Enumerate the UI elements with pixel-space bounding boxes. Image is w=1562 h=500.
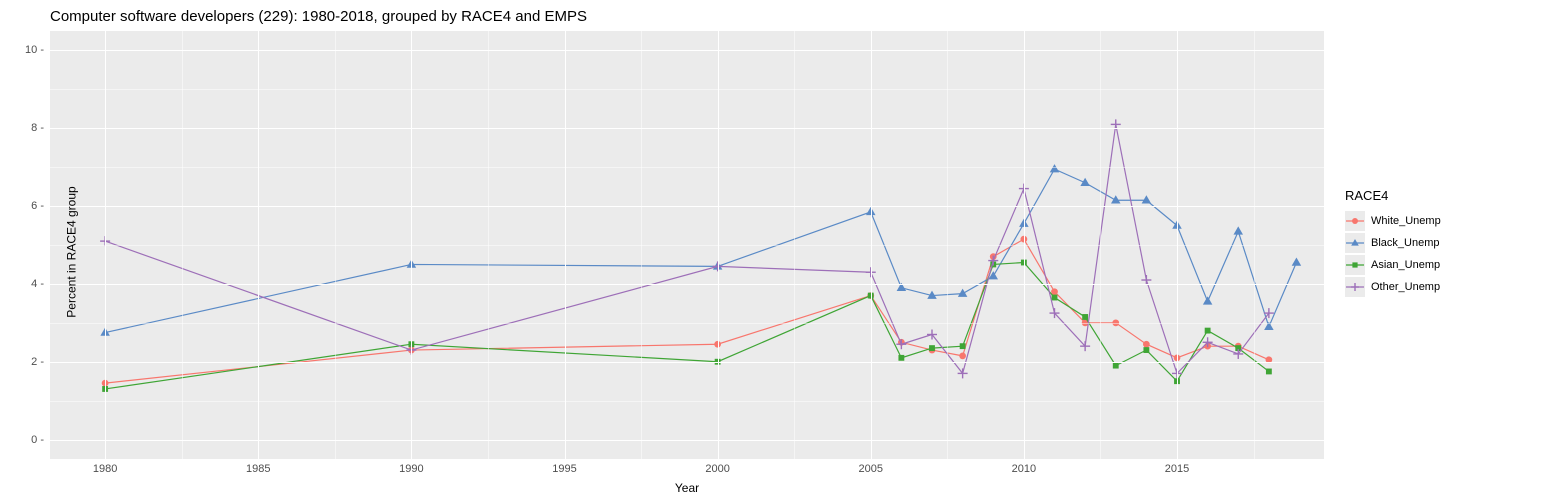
y-tick-label: 8 - (31, 122, 44, 134)
gridline-y-major (50, 284, 1324, 285)
gridline-x-major (105, 31, 106, 459)
gridline-y-minor (50, 323, 1324, 324)
chart-container: Computer software developers (229): 1980… (0, 0, 1562, 500)
gridline-x-minor (488, 31, 489, 459)
y-tick-label: 10 - (25, 44, 44, 56)
gridline-x-major (718, 31, 719, 459)
legend-label: Other_Unemp (1371, 281, 1440, 293)
x-tick-label: 2015 (1165, 463, 1189, 475)
gridline-x-minor (335, 31, 336, 459)
gridline-y-minor (50, 245, 1324, 246)
data-point (1266, 369, 1272, 375)
legend-item: Black_Unemp (1345, 233, 1439, 253)
gridline-y-major (50, 206, 1324, 207)
legend-title: RACE4 (1345, 188, 1388, 203)
data-point (1142, 195, 1152, 203)
data-point (1351, 283, 1359, 291)
gridline-x-major (871, 31, 872, 459)
data-point (1292, 258, 1302, 266)
x-tick-label: 1990 (399, 463, 423, 475)
legend-item: Other_Unemp (1345, 277, 1440, 297)
gridline-y-major (50, 50, 1324, 51)
gridline-x-minor (641, 31, 642, 459)
data-point (929, 345, 935, 351)
data-point (1143, 341, 1150, 348)
gridline-y-major (50, 128, 1324, 129)
legend-item: White_Unemp (1345, 211, 1441, 231)
data-point (1113, 363, 1119, 369)
legend-key (1345, 277, 1365, 297)
data-point (1234, 226, 1244, 234)
data-point (1205, 328, 1211, 334)
legend-key (1345, 211, 1365, 231)
y-tick-label: 0 - (31, 434, 44, 446)
legend-label: White_Unemp (1371, 215, 1441, 227)
chart-title: Computer software developers (229): 1980… (50, 8, 587, 25)
gridline-x-minor (794, 31, 795, 459)
gridline-x-major (565, 31, 566, 459)
data-point (1052, 295, 1058, 301)
x-tick-label: 2010 (1012, 463, 1036, 475)
data-point (1143, 347, 1149, 353)
y-tick-label: 6 - (31, 200, 44, 212)
data-point (958, 289, 968, 297)
data-point (1351, 239, 1359, 246)
data-point (1050, 164, 1060, 172)
gridline-y-minor (50, 89, 1324, 90)
gridline-y-major (50, 362, 1324, 363)
legend-label: Black_Unemp (1371, 237, 1439, 249)
x-tick-label: 2000 (705, 463, 729, 475)
gridline-x-minor (947, 31, 948, 459)
data-point (898, 355, 904, 361)
x-tick-label: 1985 (246, 463, 270, 475)
data-point (1352, 262, 1357, 267)
series-line (105, 169, 1296, 332)
data-point (1352, 218, 1358, 224)
gridline-y-minor (50, 401, 1324, 402)
data-point (1111, 195, 1121, 203)
x-tick-label: 1995 (552, 463, 576, 475)
legend-item: Asian_Unemp (1345, 255, 1440, 275)
x-axis-title: Year (675, 481, 699, 495)
gridline-x-major (1024, 31, 1025, 459)
data-point (1203, 296, 1213, 304)
gridline-x-major (258, 31, 259, 459)
data-point (960, 343, 966, 349)
series-line (105, 124, 1269, 373)
gridline-x-major (411, 31, 412, 459)
gridline-y-minor (50, 167, 1324, 168)
gridline-x-minor (182, 31, 183, 459)
y-axis-title: Percent in RACE4 group (65, 186, 79, 317)
x-tick-label: 1980 (93, 463, 117, 475)
gridline-x-minor (1100, 31, 1101, 459)
data-point (896, 339, 906, 349)
y-tick-label: 4 - (31, 278, 44, 290)
legend-key (1345, 233, 1365, 253)
data-point (1082, 314, 1088, 320)
gridline-x-major (1177, 31, 1178, 459)
plot-panel (50, 31, 1324, 459)
legend-key (1345, 255, 1365, 275)
y-tick-label: 2 - (31, 356, 44, 368)
data-point (959, 353, 966, 360)
gridline-y-major (50, 440, 1324, 441)
legend-label: Asian_Unemp (1371, 259, 1440, 271)
x-tick-label: 2005 (859, 463, 883, 475)
gridline-x-minor (1254, 31, 1255, 459)
